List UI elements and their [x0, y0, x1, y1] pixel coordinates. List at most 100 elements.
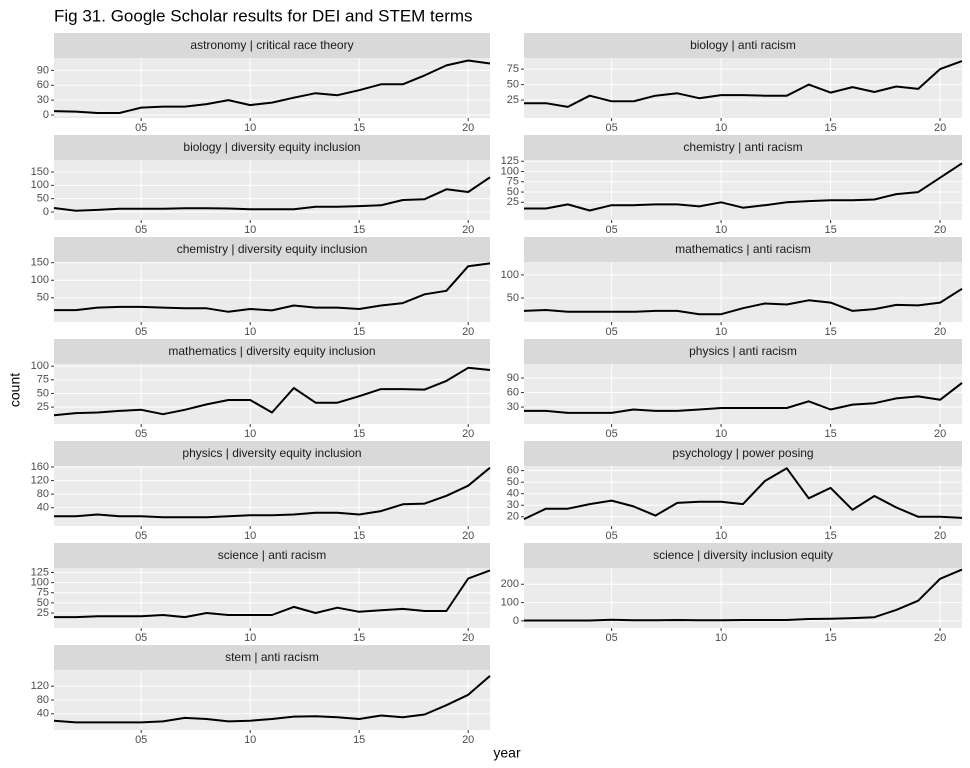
panel: [54, 568, 490, 628]
y-tick-label: 100: [501, 269, 519, 281]
facet-title: biology | diversity equity inclusion: [183, 140, 360, 154]
x-tick-label: 20: [462, 428, 474, 440]
x-axis-label: year: [493, 745, 521, 761]
strip: [524, 543, 962, 568]
x-tick-label: 05: [135, 326, 147, 338]
x-tick-label: 05: [135, 224, 147, 236]
strip: [54, 135, 490, 160]
y-tick-label: 75: [37, 374, 49, 386]
x-tick-label: 15: [353, 530, 365, 542]
x-tick-label: 05: [605, 428, 617, 440]
data-line: [523, 287, 963, 316]
y-tick-label: 120: [31, 474, 49, 486]
y-tick-label: 40: [37, 708, 49, 720]
x-tick-label: 05: [605, 224, 617, 236]
x-tick-label: 10: [715, 224, 727, 236]
x-tick-label: 15: [353, 428, 365, 440]
facet-title: psychology | power posing: [672, 446, 813, 460]
facet-title: mathematics | diversity equity inclusion: [168, 344, 375, 358]
x-tick-label: 10: [715, 122, 727, 134]
data-line: [523, 467, 963, 521]
y-tick-label: 40: [37, 502, 49, 514]
y-tick-label: 60: [37, 79, 49, 91]
data-line: [54, 569, 491, 619]
y-tick-label: 25: [507, 94, 519, 106]
y-tick-label: 120: [31, 680, 49, 692]
y-tick-label: 50: [37, 387, 49, 399]
y-tick-label: 150: [31, 166, 49, 178]
panel: [54, 160, 490, 220]
y-tick-label: 30: [507, 499, 519, 511]
x-tick-label: 15: [824, 122, 836, 134]
panel: [524, 466, 962, 526]
y-tick-label: 20: [507, 511, 519, 523]
x-tick-label: 15: [353, 224, 365, 236]
x-tick-label: 20: [462, 530, 474, 542]
strip: [524, 135, 962, 160]
strip: [54, 33, 490, 58]
y-tick-label: 75: [37, 587, 49, 599]
y-tick-label: 90: [37, 64, 49, 76]
facet-title: biology | anti racism: [690, 38, 796, 52]
x-tick-label: 15: [824, 632, 836, 644]
y-tick-label: 50: [507, 79, 519, 91]
x-tick-label: 15: [353, 326, 365, 338]
strip: [54, 339, 490, 364]
y-tick-label: 100: [31, 179, 49, 191]
x-tick-label: 20: [934, 632, 946, 644]
x-tick-label: 05: [605, 530, 617, 542]
x-tick-label: 05: [605, 122, 617, 134]
x-tick-label: 15: [353, 122, 365, 134]
x-tick-label: 10: [244, 428, 256, 440]
strip: [54, 645, 490, 670]
y-tick-label: 125: [31, 566, 49, 578]
y-tick-label: 80: [37, 694, 49, 706]
y-tick-label: 60: [507, 386, 519, 398]
x-tick-label: 10: [715, 428, 727, 440]
y-tick-label: 0: [43, 109, 49, 121]
chart-title: Fig 31. Google Scholar results for DEI a…: [54, 6, 473, 25]
strip: [524, 33, 962, 58]
y-tick-label: 30: [37, 94, 49, 106]
strip: [54, 441, 490, 466]
facet-title: astronomy | critical race theory: [190, 38, 353, 52]
y-tick-label: 150: [31, 257, 49, 269]
data-line: [54, 262, 491, 313]
facet-title: stem | anti racism: [225, 650, 319, 664]
x-tick-label: 20: [934, 530, 946, 542]
facet-title: science | anti racism: [218, 548, 327, 562]
x-tick-label: 10: [244, 632, 256, 644]
panel: [524, 58, 962, 118]
y-tick-label: 75: [507, 176, 519, 188]
x-tick-label: 05: [135, 734, 147, 746]
data-line: [53, 176, 491, 212]
x-tick-label: 20: [462, 734, 474, 746]
y-tick-label: 100: [31, 274, 49, 286]
facet-title: physics | anti racism: [689, 344, 797, 358]
y-tick-label: 100: [501, 596, 519, 608]
data-line: [524, 162, 963, 212]
y-tick-label: 125: [501, 155, 519, 167]
panel: [524, 364, 962, 424]
x-tick-label: 15: [824, 530, 836, 542]
strip: [54, 237, 490, 262]
y-tick-label: 30: [507, 401, 519, 413]
x-tick-label: 05: [605, 632, 617, 644]
data-line: [53, 675, 491, 724]
x-tick-label: 05: [135, 122, 147, 134]
y-tick-label: 50: [37, 193, 49, 205]
y-tick-label: 100: [501, 165, 519, 177]
x-tick-label: 05: [135, 632, 147, 644]
x-tick-label: 05: [135, 428, 147, 440]
x-tick-label: 20: [462, 632, 474, 644]
x-tick-label: 15: [824, 326, 836, 338]
x-tick-label: 20: [934, 428, 946, 440]
facet-title: mathematics | anti racism: [675, 242, 811, 256]
x-tick-label: 20: [462, 122, 474, 134]
x-tick-label: 20: [934, 122, 946, 134]
strip: [524, 339, 962, 364]
x-tick-label: 10: [715, 326, 727, 338]
x-tick-label: 10: [244, 122, 256, 134]
y-tick-label: 25: [37, 401, 49, 413]
